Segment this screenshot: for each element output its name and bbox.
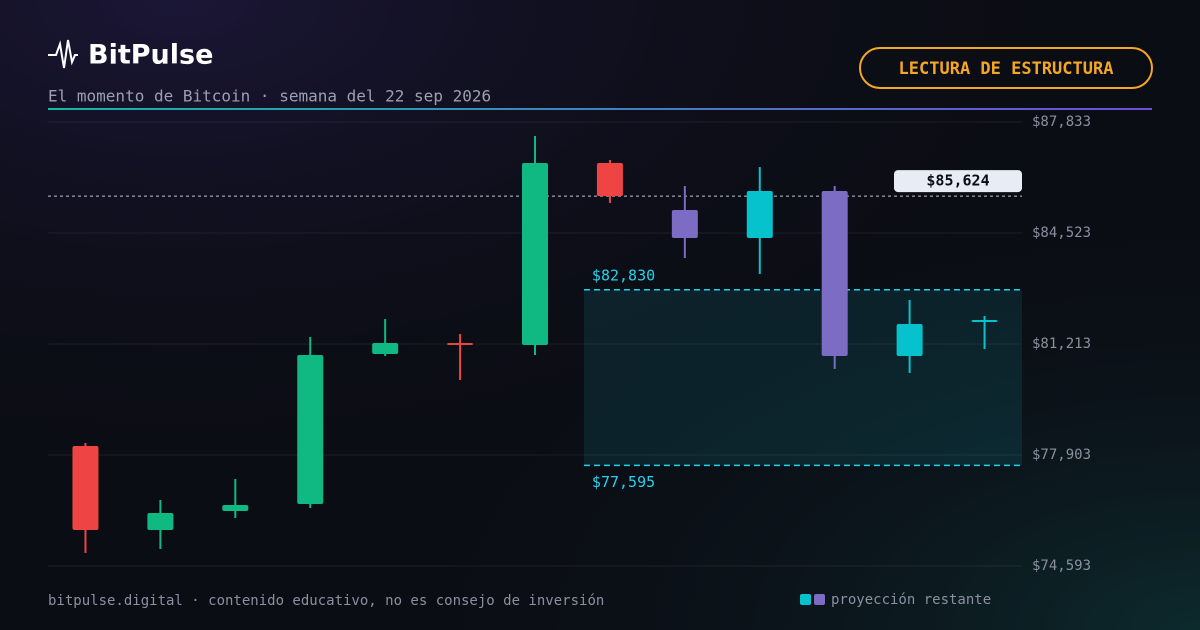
- y-tick-label: $87,833: [1032, 114, 1091, 130]
- y-tick-label: $81,213: [1032, 336, 1091, 352]
- logo-icon: [48, 39, 78, 69]
- legend-label: proyección restante: [831, 592, 991, 608]
- y-tick-label: $77,903: [1032, 447, 1091, 463]
- candle-body: [746, 191, 773, 238]
- zone: [583, 289, 1022, 466]
- candle-body: [297, 354, 324, 504]
- candle-body: [596, 163, 623, 197]
- zone-label: $77,595: [592, 473, 655, 491]
- candle-body: [971, 319, 998, 322]
- legend-swatch: [814, 594, 825, 605]
- candle-body: [72, 446, 99, 531]
- header-rule: [48, 108, 1152, 110]
- badge: [859, 47, 1153, 89]
- plot: $74,593 $77,903 $81,213 $84,523 $87,833 $82,8…: [48, 114, 1091, 608]
- candle-body: [222, 505, 249, 512]
- candle-body: [372, 342, 399, 354]
- candle-body: [671, 209, 698, 238]
- badge-text: LECTURA DE ESTRUCTURA: [899, 59, 1114, 79]
- candle-body: [821, 191, 848, 357]
- legend-swatch: [800, 594, 811, 605]
- footer: bitpulse.digital · contenido educativo, …: [48, 593, 604, 609]
- zone-label: $82,830: [592, 266, 655, 284]
- brand: BitPulse: [88, 40, 213, 71]
- y-tick-label: $84,523: [1032, 225, 1091, 241]
- candle-body: [447, 342, 474, 345]
- candle-body: [147, 513, 174, 531]
- candle-body: [896, 324, 923, 357]
- price-tag: [894, 170, 1022, 193]
- subtitle: El momento de Bitcoin · semana del 22 se…: [48, 87, 491, 106]
- y-tick-label: $74,593: [1032, 558, 1091, 574]
- candle-body: [522, 163, 548, 346]
- price-tag-label: $85,624: [926, 172, 989, 190]
